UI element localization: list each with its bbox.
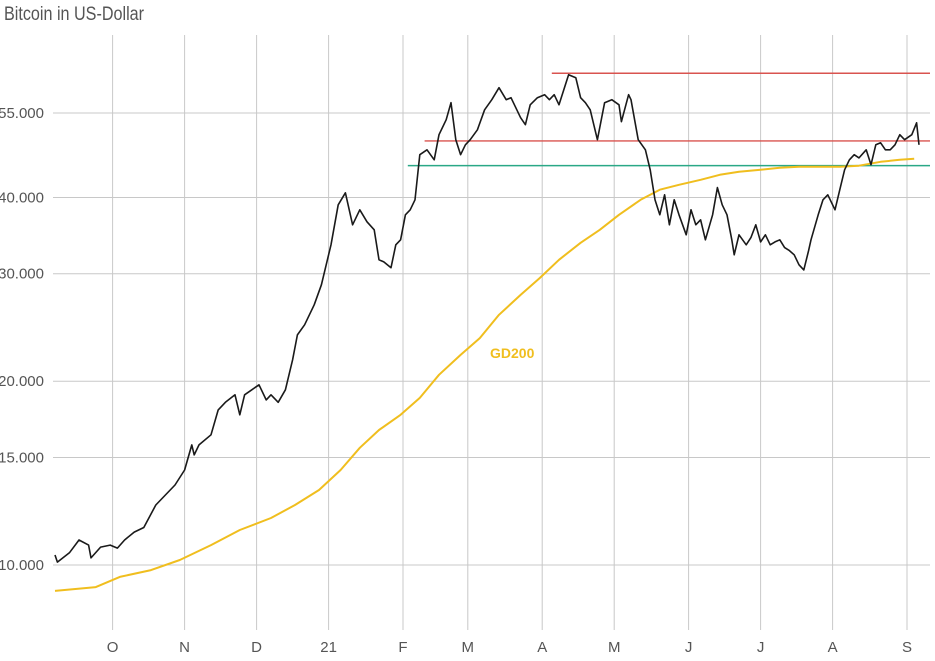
y-tick-label: 40.000: [0, 189, 44, 206]
x-tick-label: S: [902, 639, 912, 656]
x-tick-label: F: [398, 639, 407, 656]
x-tick-label: N: [179, 639, 190, 656]
gd200-label: GD200: [490, 345, 535, 361]
chart-title: Bitcoin in US-Dollar: [4, 4, 145, 25]
y-tick-label: 20.000: [0, 373, 44, 390]
x-tick-label: O: [107, 639, 119, 656]
y-tick-label: 15.000: [0, 449, 44, 466]
grid: [53, 35, 930, 630]
bitcoin-line: [54, 73, 920, 563]
gd200-line: [54, 157, 915, 592]
x-tick-label: A: [537, 639, 547, 656]
x-tick-label: A: [828, 639, 838, 656]
axis-labels: 10.000 15.000 20.000 30.000 40.000 55.000 O N D 2…: [0, 105, 912, 656]
x-tick-label: J: [685, 639, 693, 656]
x-tick-label: 21: [320, 639, 337, 656]
y-tick-label: 55.000: [0, 105, 44, 122]
x-tick-label: D: [251, 639, 262, 656]
reference-lines: [407, 72, 930, 167]
x-tick-label: J: [757, 639, 765, 656]
x-tick-label: M: [462, 639, 475, 656]
series-lines: [54, 73, 920, 592]
y-tick-label: 30.000: [0, 266, 44, 283]
x-tick-label: M: [608, 639, 621, 656]
y-tick-label: 10.000: [0, 557, 44, 574]
